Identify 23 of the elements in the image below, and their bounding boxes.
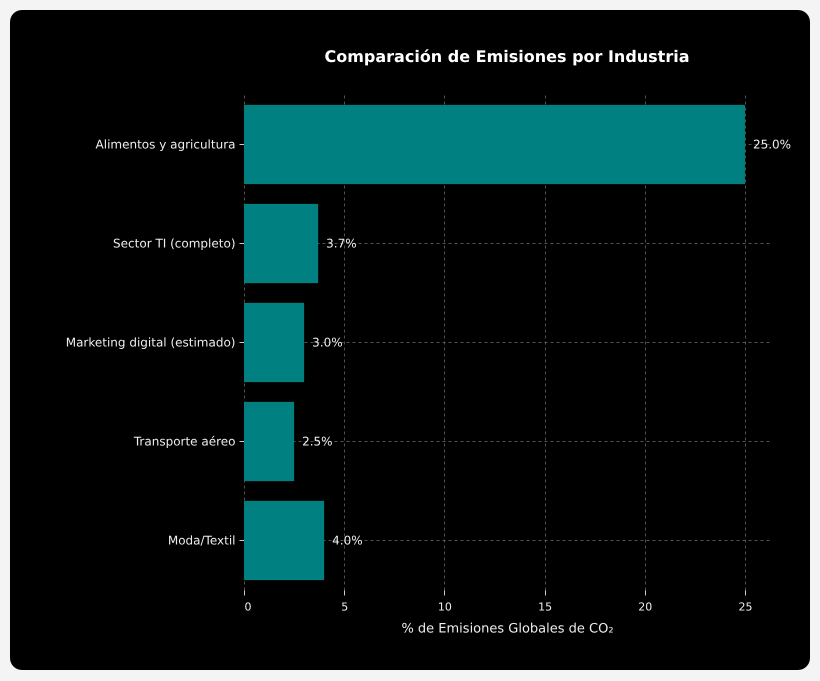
data-label: 25.0% <box>752 138 792 152</box>
bar <box>244 104 745 184</box>
x-tick-label: 10 <box>438 600 452 614</box>
x-tick-label: 0 <box>244 600 252 614</box>
x-tick-label: 15 <box>538 600 552 614</box>
bar <box>244 204 318 284</box>
y-tick-label: Marketing digital (estimado) <box>66 336 236 350</box>
bar <box>244 402 294 482</box>
data-label: 3.0% <box>312 336 343 350</box>
bar <box>244 302 304 382</box>
x-tick-label: 5 <box>341 600 348 614</box>
y-tick-label: Moda/Textil <box>168 534 236 548</box>
bar <box>244 500 324 580</box>
y-tick-label: Alimentos y agricultura <box>96 138 236 152</box>
data-label: 3.7% <box>326 236 357 250</box>
chart-title: Comparación de Emisiones por Industria <box>324 47 690 66</box>
y-tick-label: Sector TI (completo) <box>113 236 236 250</box>
y-tick-label: Transporte aéreo <box>132 434 236 448</box>
data-label: 2.5% <box>302 434 333 448</box>
x-tick-label: 25 <box>738 600 752 614</box>
x-axis-title: % de Emisiones Globales de CO₂ <box>401 622 614 636</box>
x-tick-label: 20 <box>638 600 652 614</box>
data-label: 4.0% <box>332 534 363 548</box>
